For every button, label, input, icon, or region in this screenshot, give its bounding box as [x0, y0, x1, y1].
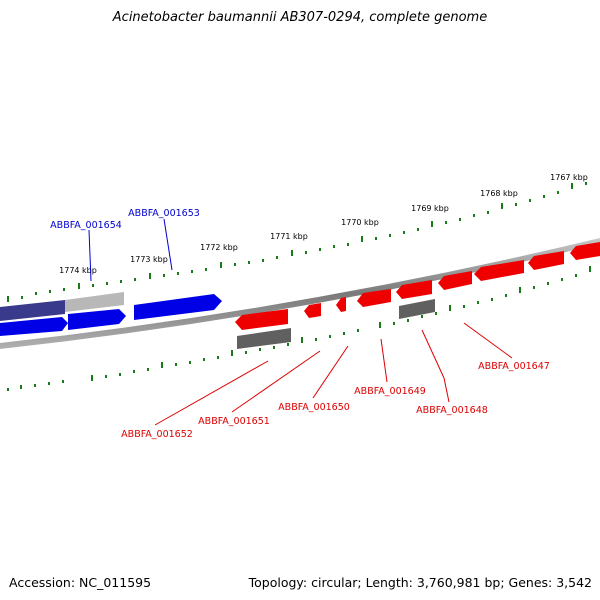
topology-text: Topology: circular; Length: 3,760,981 bp…: [248, 575, 592, 590]
forward-gene-arrow[interactable]: [134, 294, 222, 320]
gene-label[interactable]: ABBFA_001653: [128, 208, 200, 219]
reverse-gene-arrow[interactable]: [528, 251, 564, 270]
scale-label: 1772 kbp: [200, 243, 238, 252]
map-title: Acinetobacter baumannii AB307-0294, comp…: [112, 10, 488, 25]
scale-label: 1769 kbp: [411, 204, 449, 213]
lower-tick-track: [7, 266, 591, 391]
accession-text: Accession: NC_011595: [9, 575, 152, 590]
scale-label: 1773 kbp: [130, 255, 168, 264]
gene-label[interactable]: ABBFA_001654: [50, 220, 122, 231]
gene-label[interactable]: ABBFA_001648: [416, 405, 488, 416]
scale-label: 1771 kbp: [270, 232, 308, 241]
gene-label[interactable]: ABBFA_001651: [198, 416, 270, 427]
reverse-gene-arrow[interactable]: [336, 297, 346, 312]
reverse-gene-arrow[interactable]: [474, 260, 524, 281]
reverse-gene-arrow[interactable]: [304, 303, 321, 318]
gene-label[interactable]: ABBFA_001649: [354, 386, 426, 397]
scale-label: 1767 kbp: [550, 173, 588, 182]
genome-backbone: [0, 238, 600, 349]
forward-gene-labels: ABBFA_001654 ABBFA_001653: [50, 208, 200, 231]
reverse-gene-arrow[interactable]: [399, 299, 435, 319]
reverse-gene-labels: ABBFA_001652 ABBFA_001651 ABBFA_001650 A…: [121, 361, 550, 440]
reverse-gene-arrow[interactable]: [396, 280, 432, 299]
scale-label: 1768 kbp: [480, 189, 518, 198]
scale-labels: 1767 kbp 1768 kbp 1769 kbp 1770 kbp 1771…: [59, 173, 588, 275]
reverse-gene-arrow[interactable]: [570, 242, 600, 260]
forward-gene-arrow[interactable]: [68, 309, 126, 330]
forward-gene-arrow[interactable]: [0, 317, 68, 336]
reverse-gene-arrow[interactable]: [357, 289, 391, 307]
forward-leader-lines: [88, 218, 173, 282]
gene-label[interactable]: ABBFA_001652: [121, 429, 193, 440]
gene-label[interactable]: ABBFA_001650: [278, 402, 350, 413]
reverse-leader-lines: [154, 322, 513, 426]
forward-gene-arrow[interactable]: [65, 292, 124, 312]
reverse-strand-genes: [235, 242, 600, 349]
upper-tick-track: [7, 182, 587, 302]
scale-label: 1774 kbp: [59, 266, 97, 275]
forward-gene-arrow[interactable]: [0, 300, 65, 321]
gene-label[interactable]: ABBFA_001647: [478, 361, 550, 372]
scale-label: 1770 kbp: [341, 218, 379, 227]
reverse-gene-arrow[interactable]: [438, 271, 472, 290]
reverse-gene-arrow[interactable]: [235, 309, 288, 330]
reverse-gene-arrow[interactable]: [237, 328, 291, 349]
forward-strand-genes: [0, 292, 222, 336]
